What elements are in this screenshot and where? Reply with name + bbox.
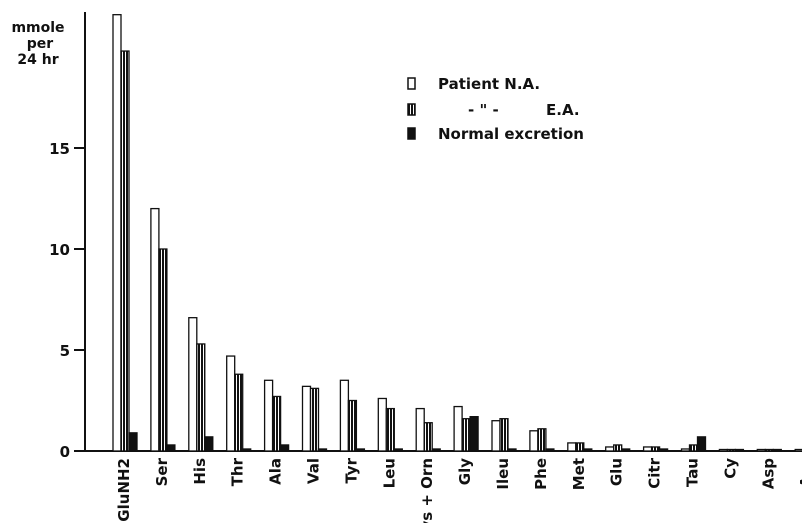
bar-patient-ea-7	[385, 407, 395, 452]
bars	[112, 14, 802, 452]
bar-patient-na-0	[112, 14, 122, 452]
bar-patient-ea-0	[120, 50, 130, 452]
legend-label-normal: Normal excretion	[438, 125, 584, 143]
bar-patient-na-2	[188, 317, 198, 452]
bar-normal-8	[431, 448, 441, 452]
bar-normal-15	[696, 436, 707, 452]
bar-patient-ea-15	[688, 444, 699, 452]
x-tick-label-7: Leu	[380, 458, 398, 488]
bar-normal-12	[583, 448, 593, 452]
x-tick-label-14: Citr	[646, 457, 664, 488]
bar-patient-ea-11	[537, 428, 547, 452]
bar-patient-na-1	[150, 207, 160, 452]
y-ticks: 0 5 10 15	[49, 140, 85, 461]
x-tick-label-8: Lys + Orn	[418, 458, 436, 523]
bar-patient-na-17	[756, 448, 766, 452]
y-tick-label-0: 0	[60, 443, 70, 461]
bar-patient-na-9	[453, 405, 463, 452]
x-tick-label-13: Glu	[608, 458, 626, 486]
bar-patient-na-11	[529, 430, 539, 452]
bar-normal-13	[621, 448, 631, 452]
bar-patient-ea-17	[764, 448, 774, 452]
x-tick-label-9: Gly	[456, 458, 474, 485]
bar-patient-ea-10	[499, 418, 509, 452]
x-tick-label-3: Thr	[229, 457, 247, 486]
x-tick-label-6: Tyr	[342, 457, 360, 483]
bar-patient-na-15	[680, 448, 691, 452]
bar-patient-na-14	[642, 446, 653, 452]
bar-normal-7	[393, 448, 403, 452]
bar-patient-na-8	[415, 407, 425, 452]
bar-patient-ea-6	[347, 399, 358, 452]
bar-normal-4	[279, 444, 290, 452]
bar-normal-6	[355, 448, 366, 452]
x-tick-label-4: Ala	[267, 458, 285, 485]
bar-patient-ea-16	[726, 448, 737, 452]
bar-patient-ea-9	[461, 418, 471, 452]
x-tick-label-5: Val	[305, 458, 323, 484]
x-tick-label-1: Ser	[153, 457, 171, 486]
bar-patient-na-16	[718, 448, 729, 452]
bar-patient-ea-4	[271, 395, 282, 452]
legend-swatch-normal	[407, 127, 416, 140]
y-tick-label-15: 15	[49, 140, 70, 158]
bar-patient-na-10	[491, 420, 501, 452]
legend-label-ditto: - " -	[468, 101, 499, 119]
legend-label-patient-ea: E.A.	[546, 101, 580, 119]
x-tick-label-17: Asp	[759, 458, 777, 490]
bar-patient-ea-12	[575, 442, 585, 452]
bar-normal-10	[507, 448, 517, 452]
y-tick-label-5: 5	[60, 342, 70, 360]
x-tick-label-0: GluNH2	[115, 458, 133, 522]
bar-patient-ea-2	[196, 343, 206, 452]
x-tick-label-16: Cy	[721, 458, 739, 479]
y-axis-label-line-1: mmole	[11, 20, 64, 36]
x-tick-labels: GluNH2 Ser His Thr Ala Val Tyr Leu Lys + Orn Gly I…	[115, 457, 802, 523]
legend: Patient N.A. - " - E.A. Normal excretion	[407, 75, 584, 143]
bar-patient-ea-1	[158, 248, 168, 452]
bar-patient-na-3	[226, 355, 236, 452]
bar-normal-1	[166, 444, 176, 452]
bar-patient-ea-8	[423, 422, 433, 452]
legend-swatch-patient-ea	[407, 103, 416, 116]
bar-normal-14	[658, 448, 669, 452]
bar-patient-ea-14	[650, 446, 661, 452]
x-tick-label-11: Phe	[532, 458, 550, 490]
bar-normal-9	[469, 416, 479, 452]
bar-patient-ea-3	[234, 373, 244, 452]
bar-patient-ea-5	[309, 387, 320, 452]
y-tick-label-10: 10	[49, 241, 70, 259]
x-tick-label-18: Arg	[797, 458, 802, 488]
bar-patient-na-7	[377, 397, 387, 452]
bar-patient-na-6	[339, 379, 350, 452]
legend-swatch-patient-na	[407, 77, 416, 90]
bar-normal-3	[242, 448, 252, 452]
bar-patient-ea-13	[613, 444, 623, 452]
x-tick-label-15: Tau	[684, 458, 702, 487]
bar-patient-na-13	[605, 446, 615, 452]
bar-patient-na-18	[794, 448, 802, 452]
y-axis-label-line-2: per	[27, 36, 54, 52]
bar-normal-11	[545, 448, 555, 452]
x-tick-label-12: Met	[570, 458, 588, 490]
bar-patient-na-4	[263, 379, 274, 452]
bar-normal-2	[204, 436, 214, 452]
x-tick-label-10: Ileu	[494, 458, 512, 490]
y-axis-label-line-3: 24 hr	[17, 52, 58, 68]
bar-normal-16	[734, 448, 745, 452]
x-tick-label-2: His	[191, 458, 209, 485]
bar-normal-0	[128, 432, 138, 452]
legend-label-patient-na: Patient N.A.	[438, 75, 540, 93]
bar-normal-5	[317, 448, 328, 452]
bar-patient-na-5	[301, 385, 312, 452]
bar-patient-na-12	[567, 442, 577, 452]
bar-normal-17	[772, 448, 782, 452]
